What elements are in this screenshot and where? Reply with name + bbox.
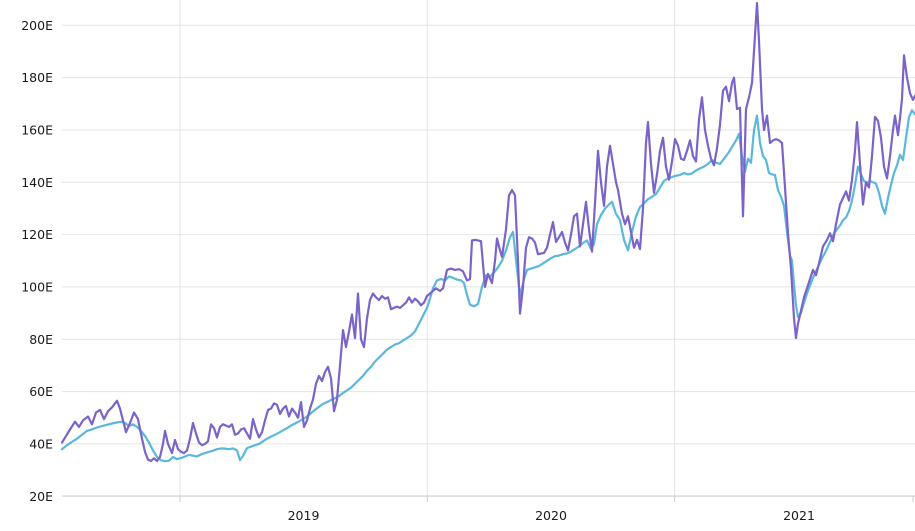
y-axis-label: 60E xyxy=(29,384,53,399)
y-axis-label: 160E xyxy=(21,123,53,138)
x-axis-label: 2021 xyxy=(783,508,815,523)
y-axis-label: 80E xyxy=(29,332,53,347)
cyan-series-line xyxy=(60,109,915,463)
y-axis-label: 40E xyxy=(29,436,53,451)
x-axis-label: 2020 xyxy=(535,508,567,523)
purple-series-line xyxy=(60,1,915,462)
y-axis-label: 140E xyxy=(21,175,53,190)
y-axis-label: 180E xyxy=(21,70,53,85)
y-axis-label: 200E xyxy=(21,18,53,33)
y-axis-label: 120E xyxy=(21,227,53,242)
y-axis-label: 20E xyxy=(29,489,53,504)
x-axis-label: 2019 xyxy=(288,508,320,523)
y-axis-label: 100E xyxy=(21,279,53,294)
